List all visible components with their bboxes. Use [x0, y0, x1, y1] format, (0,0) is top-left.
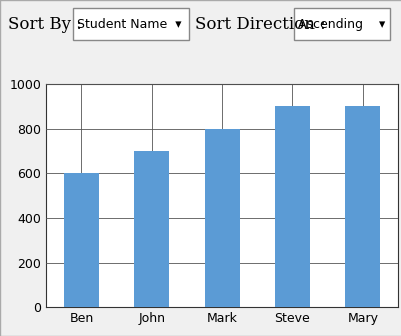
Bar: [204, 129, 239, 307]
Bar: [134, 151, 169, 307]
FancyBboxPatch shape: [73, 8, 189, 40]
Bar: [344, 107, 379, 307]
Text: Ascending    ▾: Ascending ▾: [297, 18, 384, 31]
Text: Sort Direction :: Sort Direction :: [194, 16, 325, 33]
FancyBboxPatch shape: [293, 8, 389, 40]
Text: Sort By :: Sort By :: [8, 16, 82, 33]
Bar: [64, 173, 99, 307]
Text: Student Name  ▾: Student Name ▾: [77, 18, 181, 31]
Bar: [274, 107, 309, 307]
